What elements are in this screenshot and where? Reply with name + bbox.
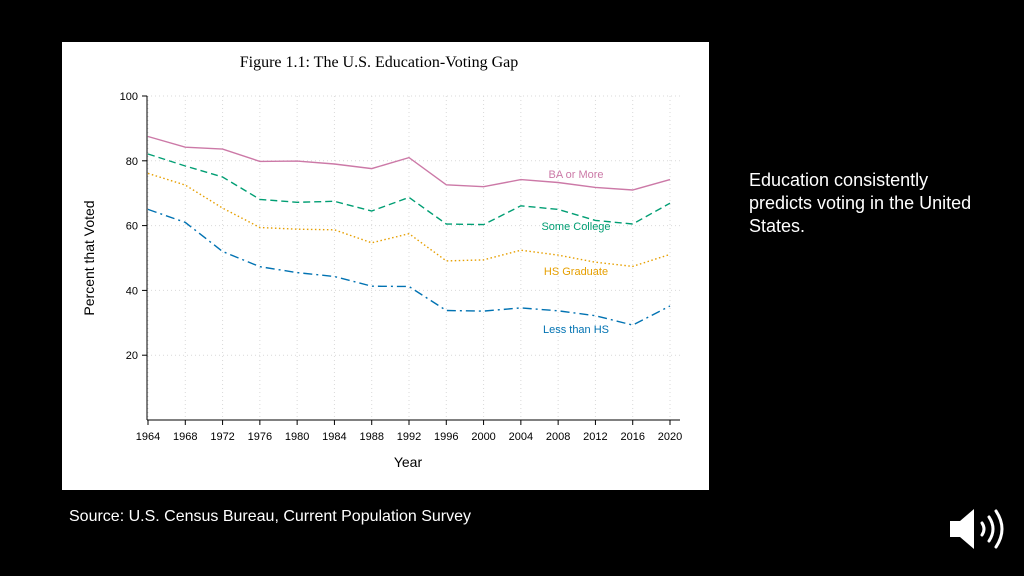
- x-tick-label: 1968: [173, 431, 197, 443]
- x-tick-label: 1972: [210, 431, 234, 443]
- x-tick-label: 2016: [620, 431, 644, 443]
- x-tick-label: 1984: [322, 431, 346, 443]
- series-label-hs-graduate: HS Graduate: [544, 266, 608, 278]
- y-tick-label: 60: [126, 221, 138, 233]
- x-tick-label: 1976: [248, 431, 272, 443]
- chart-panel: Figure 1.1: The U.S. Education-Voting Ga…: [62, 42, 709, 490]
- y-tick-label: 80: [126, 156, 138, 168]
- side-caption: Education consistently predicts voting i…: [749, 170, 972, 236]
- y-axis-label: Percent that Voted: [81, 200, 97, 315]
- x-tick-label: 1964: [136, 431, 160, 443]
- x-axis-label: Year: [394, 454, 423, 470]
- series-line-ba-or-more: [147, 135, 671, 191]
- source-caption: Source: U.S. Census Bureau, Current Popu…: [69, 508, 471, 525]
- x-tick-label: 1996: [434, 431, 458, 443]
- x-tick-label: 1988: [359, 431, 383, 443]
- speaker-icon[interactable]: [946, 504, 1008, 554]
- chart-title: Figure 1.1: The U.S. Education-Voting Ga…: [240, 54, 519, 71]
- x-tick-label: 2008: [546, 431, 570, 443]
- x-tick-label: 2004: [509, 431, 533, 443]
- x-tick-label: 1980: [285, 431, 309, 443]
- x-tick-label: 1992: [397, 431, 421, 443]
- y-tick-label: 40: [126, 285, 138, 297]
- series-label-ba-or-more: BA or More: [548, 169, 603, 181]
- x-tick-label: 2020: [658, 431, 682, 443]
- line-chart: Figure 1.1: The U.S. Education-Voting Ga…: [81, 54, 682, 470]
- series-label-some-college: Some College: [541, 221, 610, 233]
- y-tick-label: 100: [120, 91, 138, 103]
- series-label-less-than-hs: Less than HS: [543, 324, 609, 336]
- y-tick-label: 20: [126, 350, 138, 362]
- x-tick-label: 2000: [471, 431, 495, 443]
- x-tick-label: 2012: [583, 431, 607, 443]
- series-line-less-than-hs: [147, 208, 671, 326]
- series-line-some-college: [147, 153, 671, 226]
